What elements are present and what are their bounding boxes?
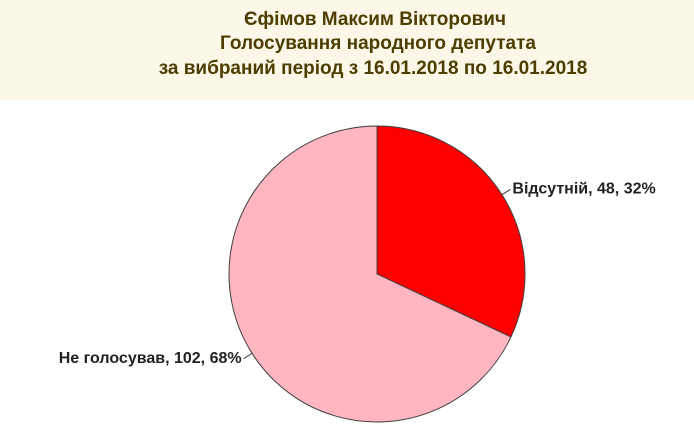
pie-slice xyxy=(376,125,526,338)
data-label: Відсутній, 48, 32% xyxy=(512,181,655,198)
chart-title: Єфімов Максим Вікторович xyxy=(244,9,506,30)
leader-line xyxy=(243,352,253,360)
pie-slice xyxy=(228,125,512,423)
leader-line xyxy=(501,188,511,196)
chart-title: за вибраний період з 16.01.2018 по 16.01… xyxy=(159,58,588,79)
data-label: Не голосував, 102, 68% xyxy=(59,350,242,367)
chart-title: Голосування народного депутата xyxy=(220,33,536,54)
title-band xyxy=(0,0,694,100)
